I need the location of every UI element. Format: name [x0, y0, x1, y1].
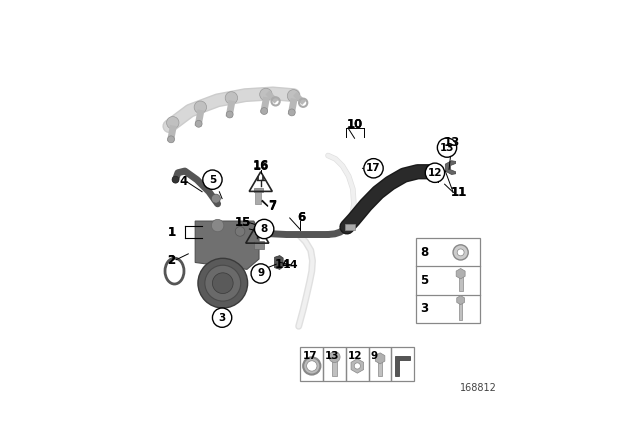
Circle shape [453, 245, 468, 260]
Text: 13: 13 [444, 136, 460, 149]
Text: 12: 12 [348, 351, 362, 361]
Text: 11: 11 [451, 186, 467, 199]
Text: 5: 5 [420, 274, 428, 287]
Circle shape [225, 92, 237, 104]
Circle shape [212, 308, 232, 327]
Circle shape [168, 136, 175, 143]
Text: 6: 6 [298, 211, 306, 224]
Circle shape [226, 111, 233, 118]
Circle shape [287, 90, 300, 102]
Bar [344, 224, 355, 230]
Polygon shape [375, 353, 385, 364]
Bar [300, 347, 323, 382]
Text: 4: 4 [179, 175, 188, 188]
Bar [369, 347, 392, 382]
Text: 15: 15 [234, 216, 251, 229]
Polygon shape [195, 221, 259, 269]
Circle shape [260, 108, 268, 115]
Text: 3: 3 [420, 302, 428, 315]
Polygon shape [457, 296, 465, 305]
Text: 8: 8 [420, 246, 428, 259]
Circle shape [212, 273, 233, 293]
Circle shape [236, 227, 245, 236]
Circle shape [260, 88, 272, 101]
Text: 8: 8 [260, 224, 268, 234]
Text: 6: 6 [298, 211, 306, 224]
Bar [323, 347, 346, 382]
Text: 12: 12 [428, 168, 442, 178]
Circle shape [354, 363, 360, 369]
Text: 3: 3 [218, 313, 226, 323]
Text: 13: 13 [440, 142, 454, 153]
Circle shape [329, 352, 340, 362]
Circle shape [195, 121, 202, 127]
Polygon shape [351, 359, 364, 373]
Text: 168812: 168812 [460, 383, 497, 392]
Text: 16: 16 [253, 159, 269, 172]
Circle shape [198, 258, 248, 308]
Circle shape [303, 358, 321, 375]
Circle shape [203, 170, 222, 190]
Circle shape [260, 229, 268, 237]
Circle shape [194, 101, 207, 113]
Bar [416, 238, 480, 323]
Circle shape [251, 264, 270, 283]
Circle shape [211, 194, 220, 203]
Circle shape [205, 265, 241, 301]
Bar [332, 360, 337, 376]
Bar [459, 303, 462, 320]
Circle shape [211, 220, 224, 232]
Text: 2: 2 [167, 254, 175, 267]
Text: 10: 10 [346, 118, 363, 131]
Bar [378, 360, 382, 376]
Text: 15: 15 [234, 216, 251, 229]
Bar [254, 241, 264, 249]
Bar [255, 190, 261, 204]
Polygon shape [396, 356, 410, 375]
Text: 9: 9 [257, 268, 264, 279]
Text: 5: 5 [209, 175, 216, 185]
Text: 7: 7 [268, 199, 276, 212]
Circle shape [255, 220, 274, 239]
Circle shape [457, 249, 464, 256]
Polygon shape [257, 264, 266, 278]
Text: 9: 9 [371, 351, 378, 361]
Text: 10: 10 [346, 118, 363, 131]
Bar [254, 188, 263, 192]
Text: 14: 14 [283, 260, 299, 270]
Circle shape [437, 138, 457, 157]
Text: 7: 7 [268, 200, 276, 213]
Text: 13: 13 [325, 351, 340, 361]
Polygon shape [275, 255, 283, 269]
Text: 14: 14 [275, 258, 291, 271]
Text: 17: 17 [303, 351, 317, 361]
Circle shape [307, 361, 317, 371]
Bar [459, 276, 463, 291]
Circle shape [425, 163, 445, 182]
Circle shape [364, 159, 383, 178]
Circle shape [289, 109, 295, 116]
Bar [392, 347, 414, 382]
Circle shape [172, 176, 179, 183]
Text: 1: 1 [168, 226, 176, 239]
Text: 2: 2 [167, 254, 175, 267]
Circle shape [166, 116, 179, 129]
Text: 17: 17 [366, 163, 381, 173]
Bar [346, 347, 369, 382]
Text: 11: 11 [451, 186, 467, 199]
Polygon shape [456, 268, 465, 279]
Text: 1: 1 [168, 226, 176, 239]
Text: 16: 16 [253, 160, 269, 173]
Polygon shape [445, 161, 456, 174]
